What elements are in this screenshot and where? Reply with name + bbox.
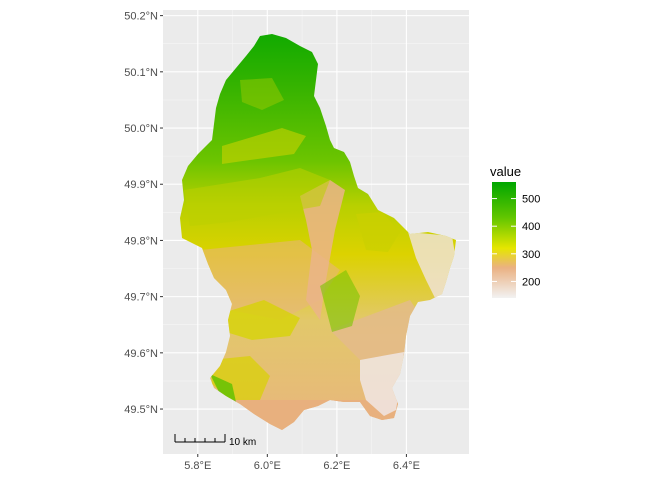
legend: value 200 300 400 500: [490, 164, 540, 298]
wiltz-valley: [222, 128, 306, 164]
moselle-lowland: [330, 300, 430, 360]
grunewald: [320, 270, 360, 332]
clerve-valley: [240, 78, 284, 110]
y-tick-label: 49.9°N: [124, 179, 158, 191]
y-tick-label: 50.1°N: [124, 67, 158, 79]
x-axis: 5.8°E 6.0°E 6.2°E 6.4°E: [184, 454, 420, 472]
southwest-ridge: [210, 374, 236, 402]
eastern-ridge: [356, 212, 400, 252]
legend-label: 400: [522, 221, 540, 233]
legend-ticks: 200 300 400 500: [492, 194, 540, 288]
y-tick-label: 50.2°N: [124, 11, 158, 23]
scale-bar: 10 km: [174, 434, 256, 448]
x-tick-label: 6.0°E: [254, 460, 281, 472]
y-axis: 49.5°N 49.6°N 49.7°N 49.8°N 49.9°N 50.0°N 50.1…: [124, 11, 163, 416]
lowland-central: [200, 240, 340, 320]
legend-label: 500: [522, 194, 540, 206]
alzette-valley: [300, 180, 345, 320]
x-tick-label: 5.8°E: [184, 460, 211, 472]
eastern-valley: [408, 232, 456, 300]
y-tick-label: 49.5°N: [124, 404, 158, 416]
legend-title: value: [490, 164, 521, 179]
legend-label: 200: [522, 276, 540, 288]
x-tick-label: 6.4°E: [393, 460, 420, 472]
y-tick-label: 49.8°N: [124, 235, 158, 247]
y-tick-label: 49.7°N: [124, 292, 158, 304]
moselle-valley: [360, 352, 404, 416]
legend-label: 300: [522, 249, 540, 261]
central-plateau: [226, 300, 300, 340]
legend-colorbar: [492, 182, 516, 298]
x-tick-label: 6.2°E: [323, 460, 350, 472]
scale-bar-label: 10 km: [229, 437, 256, 448]
sure-valley-band: [184, 168, 330, 226]
y-tick-label: 49.6°N: [124, 348, 158, 360]
y-tick-label: 50.0°N: [124, 123, 158, 135]
